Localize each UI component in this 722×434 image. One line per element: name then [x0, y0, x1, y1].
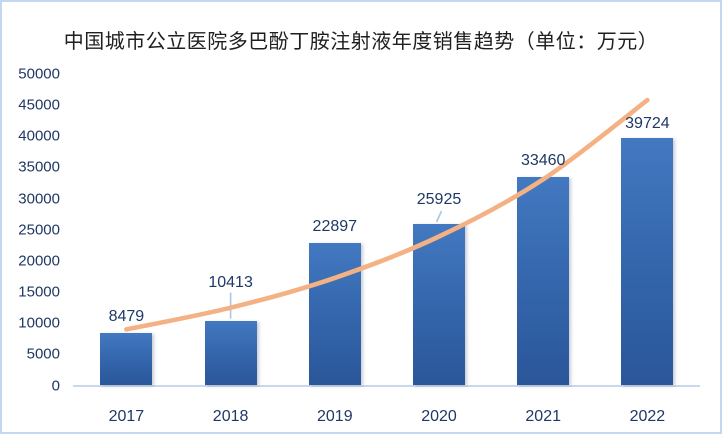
- x-axis-line: [73, 384, 701, 387]
- bar-2020: [413, 223, 465, 386]
- bar-2019: [308, 242, 361, 386]
- data-label-2021: 33460: [520, 152, 566, 170]
- bar-2021: [517, 177, 570, 386]
- y-axis-label-0: 0: [51, 377, 60, 394]
- data-label-2018: 10413: [208, 273, 253, 291]
- bar-2022: [621, 138, 674, 386]
- y-axis-label-40000: 40000: [18, 127, 60, 145]
- y-axis-label-30000: 30000: [18, 190, 60, 208]
- y-axis-label-50000: 50000: [18, 65, 60, 83]
- data-label-2022: 39724: [625, 115, 670, 133]
- y-axis-label-5000: 5000: [26, 345, 60, 363]
- y-axis-label-15000: 15000: [18, 283, 60, 301]
- bar-2018: [204, 320, 257, 386]
- y-axis-label-20000: 20000: [18, 252, 60, 270]
- x-axis-label-2018: 2018: [212, 408, 249, 425]
- data-label-2020: 25925: [416, 190, 462, 208]
- trendline: [124, 97, 650, 332]
- x-axis-label-2017: 2017: [108, 408, 145, 425]
- data-label-2017: 8479: [108, 307, 145, 325]
- chart-title: 中国城市公立医院多巴酚丁胺注射液年度销售趋势（单位：万元）: [63, 31, 659, 53]
- y-axis-label-35000: 35000: [18, 158, 60, 176]
- y-axis-label-25000: 25000: [18, 221, 60, 239]
- y-axis-label-45000: 45000: [18, 96, 60, 114]
- x-axis-label-2022: 2022: [629, 408, 666, 425]
- x-axis-label-2021: 2021: [525, 408, 561, 425]
- leader-line-2020: [435, 210, 443, 223]
- data-label-2019: 22897: [312, 217, 358, 235]
- y-axis-label-10000: 10000: [18, 314, 60, 332]
- x-axis-label-2020: 2020: [421, 408, 457, 425]
- x-axis-label-2019: 2019: [317, 408, 353, 425]
- bar-2017: [100, 332, 153, 386]
